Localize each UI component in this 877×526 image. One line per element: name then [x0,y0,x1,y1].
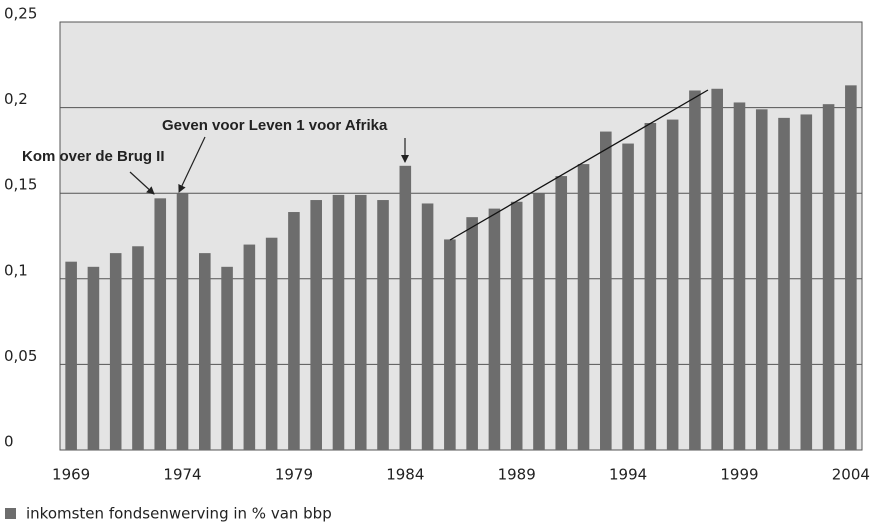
bar [109,253,122,450]
bar [132,246,144,450]
bar [154,198,167,450]
x-tick-label: 1974 [163,466,201,484]
bar [845,85,857,451]
bar [778,117,790,450]
x-tick-label: 1999 [720,466,758,484]
bar [733,102,746,451]
bar [533,193,545,450]
bar [199,253,211,450]
legend-label: inkomsten fondsenwerving in % van bbp [26,505,332,523]
plot-area [59,21,863,451]
bar [354,194,367,450]
bar [466,217,478,450]
x-tick-label: 1969 [52,466,90,484]
x-tick-label: 1994 [609,466,647,484]
bar [176,193,189,450]
x-tick-label: 2004 [832,466,870,484]
bar [622,143,634,450]
bar [421,203,434,450]
bar [822,104,835,451]
bar [800,114,813,450]
arrow [178,136,206,193]
bar [577,164,590,450]
bar [644,123,657,451]
bar [666,119,679,451]
y-tick-label: 0,25 [4,5,37,23]
bar [243,244,256,450]
x-tick-label: 1984 [386,466,424,484]
y-tick-label: 0,05 [4,347,37,365]
marks [60,21,862,451]
legend-swatch [5,508,16,519]
y-tick-label: 0 [4,433,14,451]
annotation: Geven voor Leven 1 voor Afrika [162,117,388,134]
bar [288,212,300,450]
bar [600,131,612,450]
y-tick-label: 0,1 [4,261,28,279]
bar [399,165,412,451]
bar [711,88,723,450]
bar [755,109,768,450]
bar [265,237,278,450]
bar [221,266,233,450]
y-tick-label: 0,15 [4,176,37,194]
bar [444,239,456,450]
bar [65,261,77,450]
x-tick-label: 1979 [275,466,313,484]
bar [332,194,345,450]
bar [377,200,389,450]
trend-line [449,89,709,241]
annotation: Kom over de Brug II [22,148,165,165]
x-tick-label: 1989 [498,466,536,484]
bar [310,200,322,450]
bar [488,208,501,450]
arrow [129,171,155,195]
bar [689,90,701,450]
bar [555,176,568,450]
bar [510,201,523,450]
y-tick-label: 0,2 [4,90,28,108]
bar [87,266,100,450]
